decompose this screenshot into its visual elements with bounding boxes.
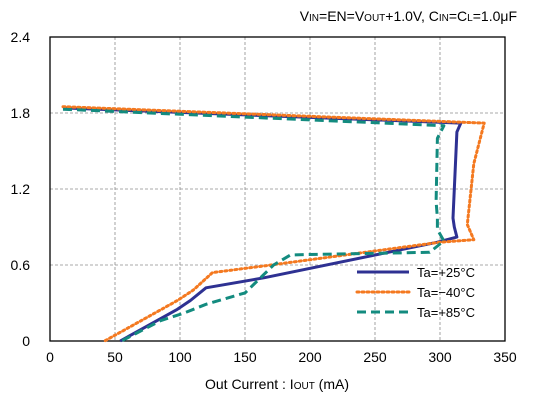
legend: Ta=+25°C Ta=−40°C Ta=+85°C [355,265,475,320]
plot-frame [49,36,506,342]
x-tick-label: 100 [168,349,192,365]
x-tick-label: 300 [428,349,452,365]
chart-title: VIN=EN=VOUT+1.0V, CIN=CL=1.0μF [300,8,517,24]
x-axis-title-part: (mA) [315,376,349,392]
x-axis-title-part: OUT [294,381,315,392]
x-tick-labels: 0 50 100 150 200 250 300 350 [46,349,517,365]
x-axis-title: Out Current : IOUT (mA) [205,376,349,392]
x-tick-label: 0 [46,349,54,365]
y-tick-labels: 0 0.6 1.2 1.8 2.4 [11,29,31,349]
series-line-2 [61,105,486,343]
chart-title-part: +1.0V, C [385,8,439,24]
y-tick-label: 2.4 [11,29,31,45]
y-tick-label: 1.8 [11,105,31,121]
chart-title-part: =EN=V [319,8,365,24]
chart-title-part: L [467,13,473,24]
x-tick-label: 250 [363,349,387,365]
chart-title-part: IN [439,13,449,24]
chart-title-part: =1.0μF [473,8,517,24]
y-tick-label: 0.6 [11,257,31,273]
y-tick-label: 1.2 [11,181,31,197]
x-tick-label: 200 [298,349,322,365]
chart-title-part: OUT [364,13,385,24]
chart-title-part: IN [309,13,319,24]
y-tick-label: 0 [22,333,30,349]
legend-label: Ta=+25°C [417,265,475,280]
legend-label: Ta=+85°C [417,305,475,320]
x-tick-label: 150 [233,349,257,365]
series-line-1 [62,106,463,343]
series-line-3 [62,107,446,343]
x-tick-label: 350 [493,349,517,365]
legend-label: Ta=−40°C [417,285,475,300]
x-tick-label: 50 [107,349,123,365]
chart-title-part: V [300,8,310,24]
chart-title-part: =C [449,8,467,24]
x-axis-title-part: Out Current : I [205,376,294,392]
series-lines [61,105,486,343]
